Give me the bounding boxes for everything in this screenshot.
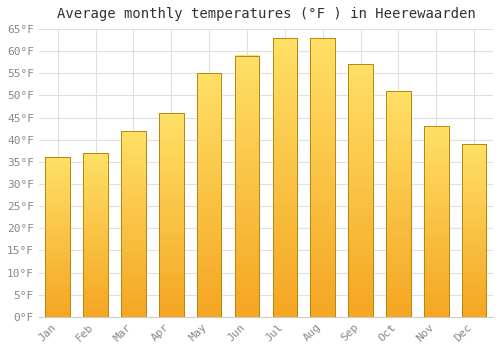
Bar <box>272 38 297 317</box>
Bar <box>462 144 486 317</box>
Bar <box>197 73 222 317</box>
Bar <box>121 131 146 317</box>
Bar <box>84 153 108 317</box>
Title: Average monthly temperatures (°F ) in Heerewaarden: Average monthly temperatures (°F ) in He… <box>56 7 476 21</box>
Bar <box>46 158 70 317</box>
Bar <box>386 91 410 317</box>
Bar <box>159 113 184 317</box>
Bar <box>310 38 335 317</box>
Bar <box>348 64 373 317</box>
Bar <box>234 56 260 317</box>
Bar <box>424 126 448 317</box>
